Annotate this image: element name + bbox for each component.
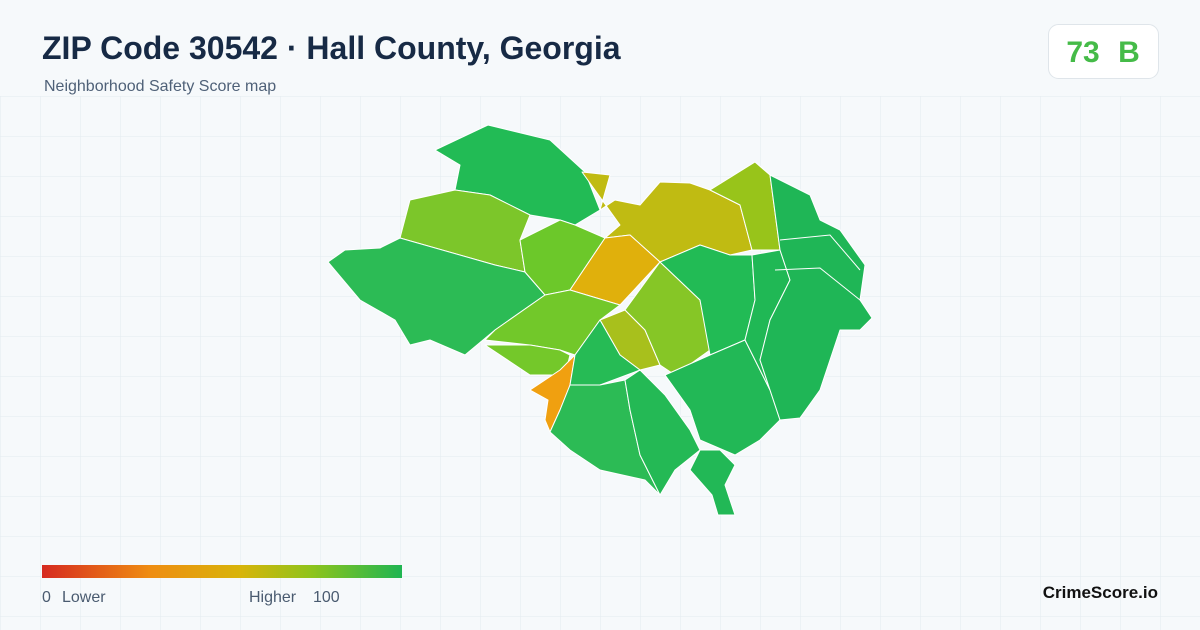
boundary	[779, 234, 861, 271]
legend-bar	[42, 565, 402, 578]
brand: CrimeScore.io	[1043, 583, 1158, 602]
region	[484, 344, 571, 376]
legend-min-label: Lower	[62, 589, 106, 606]
score-badge	[1048, 24, 1159, 79]
title: ZIP Code 30542 · Hall County, Georgia	[42, 30, 621, 66]
map	[327, 124, 873, 516]
boundary	[774, 267, 861, 301]
score-value: 73	[1066, 36, 1099, 69]
region	[689, 449, 736, 516]
legend-max-label: Higher	[249, 589, 297, 606]
legend-min: 0	[42, 589, 51, 606]
region	[664, 339, 781, 456]
region	[759, 174, 873, 421]
region	[569, 234, 661, 306]
score-grade: B	[1118, 36, 1140, 69]
subtitle: Neighborhood Safety Score map	[44, 78, 276, 95]
region	[624, 369, 701, 496]
legend-max: 100	[313, 589, 340, 606]
